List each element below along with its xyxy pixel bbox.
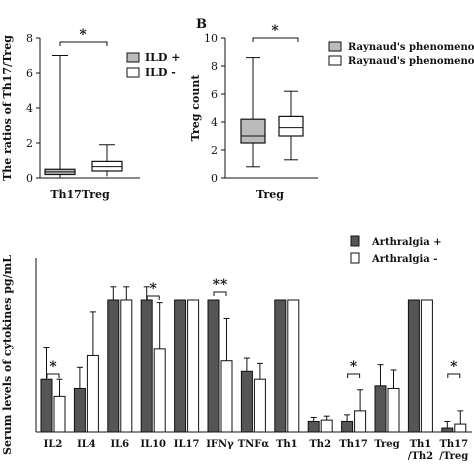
legend-label: Raynaud's phenomenon: [348, 56, 474, 67]
significance-label: *: [49, 359, 57, 375]
bar: [274, 299, 287, 433]
significance-bracket: [213, 291, 227, 296]
significance-bracket: [59, 41, 108, 46]
y-tick-label: 6: [211, 88, 218, 101]
bar: [407, 299, 420, 433]
bar: [387, 387, 400, 433]
x-tick-label: Treg: [374, 439, 399, 450]
x-tick-label: IFNγ: [206, 439, 234, 450]
y-tick-label: 0: [211, 172, 218, 185]
bar: [287, 299, 300, 433]
x-tick-label: IL6: [110, 439, 129, 450]
y-axis-label: The ratios of Th17/Treg: [1, 35, 14, 181]
x-tick-label: /Treg: [439, 451, 468, 462]
bar: [420, 299, 433, 433]
panel-b: B 0 2 4 6 8 10 Treg count Treg * Raynaud's phenome…: [189, 17, 474, 201]
bar: [53, 395, 66, 433]
bar: [40, 378, 53, 433]
bar: [220, 360, 233, 433]
x-tick-label: Th1: [410, 439, 432, 450]
x-tick-label: IL10: [140, 439, 166, 450]
legend-label: Arthralgia +: [371, 237, 442, 248]
y-axis-label: Treg count: [189, 74, 202, 142]
bar: [73, 387, 86, 433]
bar: [341, 420, 354, 433]
legend-swatch: [350, 252, 360, 264]
legend-label: ILD +: [145, 51, 180, 64]
x-tick-label: TNFα: [238, 439, 270, 450]
bar: [107, 299, 120, 433]
significance-label: *: [150, 281, 158, 297]
y-tick-label: 4: [211, 116, 218, 129]
bar: [140, 299, 153, 433]
box: [278, 115, 304, 137]
bar: [307, 420, 320, 433]
panel-letter: B: [196, 17, 207, 32]
bar: [120, 299, 133, 433]
y-tick-label: 6: [26, 67, 33, 80]
legend-swatch: [126, 52, 140, 63]
significance-label: *: [350, 359, 358, 375]
bar: [153, 348, 166, 433]
y-tick-label: 2: [26, 137, 33, 150]
x-tick-label: Th2: [309, 439, 331, 450]
significance-label: *: [79, 27, 87, 43]
legend-swatch: [126, 67, 140, 78]
x-tick-label: /Th2: [408, 451, 433, 462]
significance-bracket: [146, 295, 160, 300]
bar: [86, 354, 99, 433]
significance-label: *: [450, 359, 458, 375]
bar: [454, 423, 467, 433]
significance-label: *: [271, 23, 279, 39]
bar: [441, 427, 454, 433]
bar: [320, 419, 333, 433]
y-tick-label: 8: [26, 32, 33, 45]
significance-bracket: [252, 37, 299, 42]
legend-label: Arthralgia -: [371, 254, 437, 265]
bar: [187, 299, 200, 433]
bar: [253, 378, 266, 433]
panel-a: 0 2 4 6 8 The ratios of Th17/Treg Th17Treg * ILD…: [1, 27, 180, 201]
significance-label: **: [213, 277, 228, 293]
box: [240, 118, 266, 144]
bar: [374, 385, 387, 433]
legend-swatch: [328, 55, 342, 66]
y-tick-label: 2: [211, 144, 218, 157]
x-axis-label: Treg: [256, 188, 284, 201]
y-tick-label: 4: [26, 102, 33, 115]
bar: [354, 410, 367, 433]
significance-bracket: [46, 373, 60, 378]
y-tick-label: 8: [211, 60, 218, 73]
x-tick-label: Th17: [339, 439, 368, 450]
x-tick-label: IL17: [174, 439, 200, 450]
legend-label: Raynaud's phenomenon: [348, 42, 474, 53]
bar: [207, 299, 220, 433]
x-tick-label: Th17: [439, 439, 468, 450]
legend-swatch: [350, 235, 360, 247]
significance-bracket: [347, 373, 361, 378]
x-tick-label: Th17Treg: [50, 188, 110, 201]
significance-bracket: [447, 373, 461, 378]
y-tick-label: 0: [26, 172, 33, 185]
y-tick-label: 10: [204, 32, 218, 45]
y-axis-label: Serum levels of cytokines pg/mL: [1, 255, 14, 455]
bar: [174, 299, 187, 433]
x-tick-label: IL2: [44, 439, 63, 450]
legend-label: ILD -: [145, 66, 176, 79]
x-tick-label: Th1: [276, 439, 298, 450]
x-tick-label: IL4: [77, 439, 96, 450]
bar: [240, 370, 253, 433]
legend-swatch: [328, 41, 342, 52]
panel-c: Serum levels of cytokines pg/mL Arthralgi…: [1, 235, 472, 462]
